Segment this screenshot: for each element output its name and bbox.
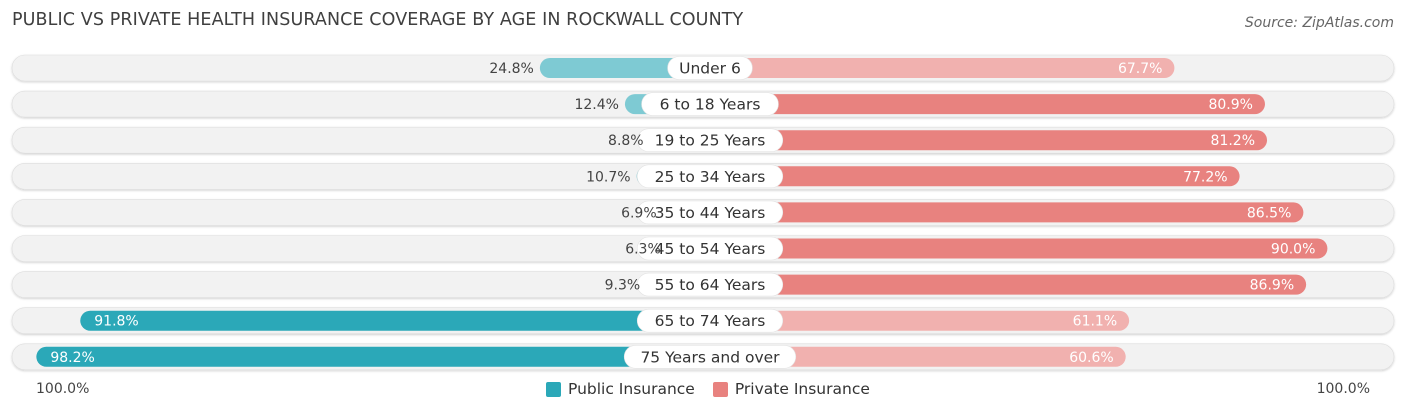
category-pill <box>636 200 784 225</box>
bar-private <box>710 346 1126 367</box>
category-pill <box>623 344 797 369</box>
axis-left-label: 100.0% <box>36 381 90 397</box>
bar-private <box>710 238 1328 259</box>
legend: Public Insurance Private Insurance <box>546 380 870 398</box>
value-label-private: 86.5% <box>1247 205 1291 221</box>
value-label-public: 9.3% <box>605 278 641 294</box>
value-label-private: 81.2% <box>1211 133 1255 149</box>
value-label-public: 10.7% <box>586 169 630 185</box>
value-label-private: 80.9% <box>1208 97 1252 113</box>
category-label: 55 to 64 Years <box>655 276 766 294</box>
category-label: 25 to 34 Years <box>655 168 766 186</box>
bar-private <box>710 274 1307 295</box>
legend-label-private: Private Insurance <box>734 380 870 398</box>
value-label-public: 8.8% <box>608 133 644 149</box>
value-label-private: 61.1% <box>1073 314 1117 330</box>
bar-private <box>710 94 1265 115</box>
bar-private <box>710 166 1240 187</box>
category-pill <box>636 128 784 152</box>
legend-label-public: Public Insurance <box>568 380 695 398</box>
category-pill <box>636 272 784 297</box>
bar-public <box>36 346 710 367</box>
legend-item-public: Public Insurance <box>546 380 695 398</box>
category-pill <box>636 164 784 189</box>
value-label-private: 77.2% <box>1183 169 1227 185</box>
bar-public <box>539 58 710 78</box>
chart-title: PUBLIC VS PRIVATE HEALTH INSURANCE COVER… <box>12 10 744 30</box>
value-label-public: 6.9% <box>621 205 657 221</box>
value-label-public: 91.8% <box>94 314 138 330</box>
source-label: Source: ZipAtlas.com <box>1244 15 1394 31</box>
category-label: 45 to 54 Years <box>655 240 766 258</box>
category-label: 75 Years and over <box>640 348 780 366</box>
category-label: 19 to 25 Years <box>655 132 766 150</box>
category-pill <box>636 236 784 261</box>
chart-area: Under 6 24.8% 67.7% 6 to 18 Years 12.4% 80.9%… <box>11 54 1395 371</box>
value-label-private: 90.0% <box>1271 242 1315 258</box>
category-label: 65 to 74 Years <box>655 312 766 330</box>
bar-public <box>80 310 710 331</box>
legend-swatch-private <box>712 381 728 397</box>
category-pill <box>667 56 753 80</box>
value-label-private: 60.6% <box>1069 350 1113 366</box>
value-label-private: 86.9% <box>1250 278 1294 294</box>
bar-private <box>710 310 1130 331</box>
category-label: 35 to 44 Years <box>655 204 766 222</box>
value-label-public: 24.8% <box>489 61 533 77</box>
legend-swatch-public <box>546 381 561 397</box>
axis-right-label: 100.0% <box>1316 381 1370 397</box>
value-label-public: 98.2% <box>50 350 94 366</box>
category-label: Under 6 <box>679 60 741 78</box>
category-label: 6 to 18 Years <box>660 96 761 114</box>
legend-item-private: Private Insurance <box>712 380 870 398</box>
category-pill <box>641 92 779 116</box>
bar-private <box>710 130 1268 151</box>
category-pill <box>636 308 784 333</box>
value-label-private: 67.7% <box>1118 61 1162 77</box>
bar-private <box>710 58 1175 78</box>
value-label-public: 6.3% <box>625 242 661 258</box>
value-label-public: 12.4% <box>574 97 618 113</box>
bar-private <box>710 202 1304 223</box>
